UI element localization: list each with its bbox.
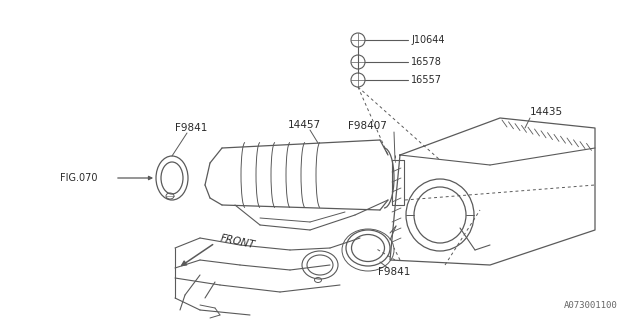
Text: 14435: 14435	[530, 107, 563, 117]
Text: F98407: F98407	[348, 121, 387, 131]
Text: FRONT: FRONT	[219, 233, 256, 250]
Text: F9841: F9841	[378, 267, 410, 277]
Text: A073001100: A073001100	[564, 301, 618, 310]
Text: 14457: 14457	[288, 120, 321, 130]
Text: 16557: 16557	[411, 75, 442, 85]
Text: FIG.070: FIG.070	[60, 173, 97, 183]
Text: 16578: 16578	[411, 57, 442, 67]
Text: J10644: J10644	[411, 35, 445, 45]
Text: F9841: F9841	[175, 123, 207, 133]
